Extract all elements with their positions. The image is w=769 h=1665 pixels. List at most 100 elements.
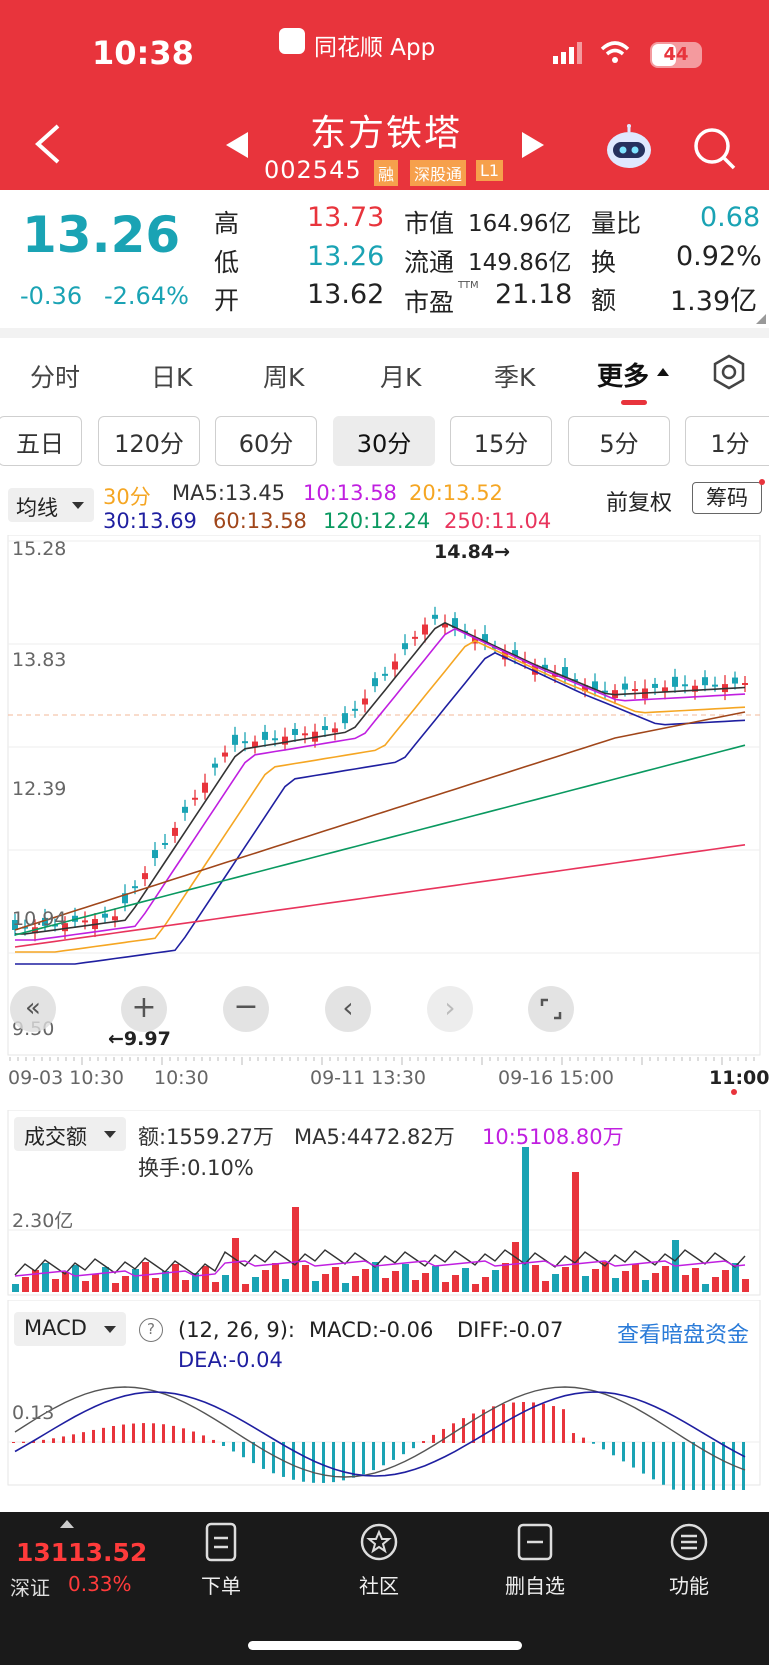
candle-body — [152, 850, 158, 859]
volume-bar — [212, 1282, 219, 1292]
scroll-left-fast-icon[interactable]: « — [10, 986, 56, 1032]
settings-hexagon-icon[interactable] — [711, 354, 747, 390]
nav-functions-label: 功能 — [669, 1574, 709, 1598]
scroll-left-icon[interactable]: ‹ — [325, 986, 371, 1032]
tab-quarterly[interactable]: 季K — [494, 363, 536, 392]
volume-bar — [462, 1268, 469, 1292]
tab-monthly[interactable]: 月K — [380, 363, 422, 392]
volume-bar — [192, 1273, 199, 1292]
scroll-right-icon[interactable]: › — [427, 986, 473, 1032]
macd-selector[interactable]: MACD — [14, 1312, 126, 1346]
period-15min[interactable]: 15分 — [450, 416, 552, 466]
help-icon[interactable]: ? — [139, 1318, 163, 1342]
nav-functions[interactable]: 功能 — [634, 1522, 744, 1599]
candle-body — [132, 886, 138, 889]
macd-histogram-bar — [192, 1431, 195, 1443]
volume-bar — [302, 1265, 309, 1292]
candle-body — [292, 728, 298, 735]
macd-histogram-bar — [522, 1402, 525, 1443]
volume-bar — [102, 1267, 109, 1292]
period-1min[interactable]: 1分 — [685, 416, 769, 466]
candle-body — [432, 614, 438, 619]
next-stock-icon[interactable] — [520, 132, 544, 158]
candle-body — [82, 920, 88, 923]
zoom-in-icon[interactable]: + — [121, 986, 167, 1032]
macd-histogram-bar — [542, 1403, 545, 1443]
macd-histogram-bar — [272, 1442, 275, 1474]
macd-histogram-bar — [572, 1433, 575, 1443]
volume-bar — [572, 1172, 579, 1292]
volume-bar — [602, 1262, 609, 1292]
ma-selector[interactable]: 均线 — [8, 488, 94, 522]
volume-bar — [412, 1280, 419, 1292]
volume-bar — [372, 1262, 379, 1292]
macd-histogram-bar — [472, 1413, 475, 1443]
expand-corner-icon[interactable] — [756, 314, 766, 324]
volume-chart[interactable] — [0, 1110, 769, 1300]
period-30min[interactable]: 30分 — [333, 416, 435, 466]
volume-bar — [402, 1264, 409, 1292]
tab-intraday[interactable]: 分时 — [30, 363, 81, 392]
volume-bar — [592, 1269, 599, 1292]
current-marker — [731, 1089, 737, 1095]
back-icon[interactable] — [28, 122, 68, 166]
ytick-3: 12.39 — [12, 778, 67, 800]
high-price-marker: 14.84→ — [434, 541, 511, 563]
macd-histogram-bar — [462, 1418, 465, 1443]
volume-selector[interactable]: 成交额 — [14, 1117, 126, 1151]
volume-bar — [632, 1264, 639, 1292]
dark-pool-link[interactable]: 查看暗盘资金 — [617, 1323, 750, 1348]
macd-chart[interactable] — [0, 1300, 769, 1490]
search-icon[interactable] — [692, 126, 736, 170]
macd-histogram-bar — [122, 1424, 125, 1443]
candle-body — [512, 650, 518, 657]
nav-community[interactable]: 社区 — [324, 1522, 434, 1599]
tab-active-indicator — [621, 400, 647, 405]
volume-bar — [242, 1284, 249, 1292]
kline-chart[interactable] — [0, 535, 769, 1095]
volume-bar — [542, 1281, 549, 1292]
prev-stock-icon[interactable] — [226, 132, 250, 158]
forward-adjust-toggle[interactable]: 前复权 — [606, 491, 673, 516]
ma10-value: 10:13.58 — [303, 481, 397, 505]
tab-daily[interactable]: 日K — [151, 363, 193, 392]
value-amount: 1.39亿 — [670, 286, 758, 317]
candle-body — [12, 920, 18, 930]
ma250-line — [14, 844, 746, 948]
macd-selector-label: MACD — [24, 1316, 87, 1340]
ytick-2: 13.83 — [12, 649, 67, 671]
tab-weekly[interactable]: 周K — [263, 363, 305, 392]
macd-histogram-bar — [362, 1442, 365, 1475]
candle-body — [282, 736, 288, 745]
candle-body — [702, 677, 708, 686]
period-5min[interactable]: 5分 — [568, 416, 670, 466]
ma120-line — [14, 744, 746, 936]
zoom-out-icon[interactable]: − — [223, 986, 269, 1032]
macd-histogram-bar — [392, 1442, 395, 1460]
nav-order[interactable]: 下单 — [166, 1522, 276, 1599]
chip-button[interactable]: 筹码 — [692, 482, 762, 514]
period-5day[interactable]: 五日 — [0, 416, 82, 466]
macd-histogram-bar — [162, 1424, 165, 1443]
period-60min[interactable]: 60分 — [215, 416, 317, 466]
candle-body — [602, 690, 608, 693]
volume-bar — [512, 1242, 519, 1292]
macd-histogram-bar — [382, 1442, 385, 1466]
candle-body — [262, 731, 268, 740]
period-120min[interactable]: 120分 — [98, 416, 200, 466]
nav-remove-watchlist[interactable]: 删自选 — [480, 1522, 590, 1599]
candle-body — [242, 741, 248, 744]
stock-name: 东方铁塔 — [310, 113, 463, 154]
macd-histogram-bar — [252, 1442, 255, 1464]
macd-ytick: 0.13 — [12, 1402, 55, 1424]
tab-more[interactable]: 更多 — [597, 362, 650, 392]
robot-assistant-icon[interactable] — [604, 124, 654, 170]
fullscreen-icon[interactable] — [528, 986, 574, 1032]
value-market-cap: 164.96亿 — [468, 211, 572, 237]
volume-bar — [472, 1284, 479, 1292]
volume-bar — [712, 1277, 719, 1292]
candle-body — [582, 685, 588, 692]
index-value[interactable]: 13113.52 — [16, 1538, 148, 1567]
menu-icon — [670, 1523, 708, 1561]
label-float-cap: 流通 — [404, 248, 455, 277]
